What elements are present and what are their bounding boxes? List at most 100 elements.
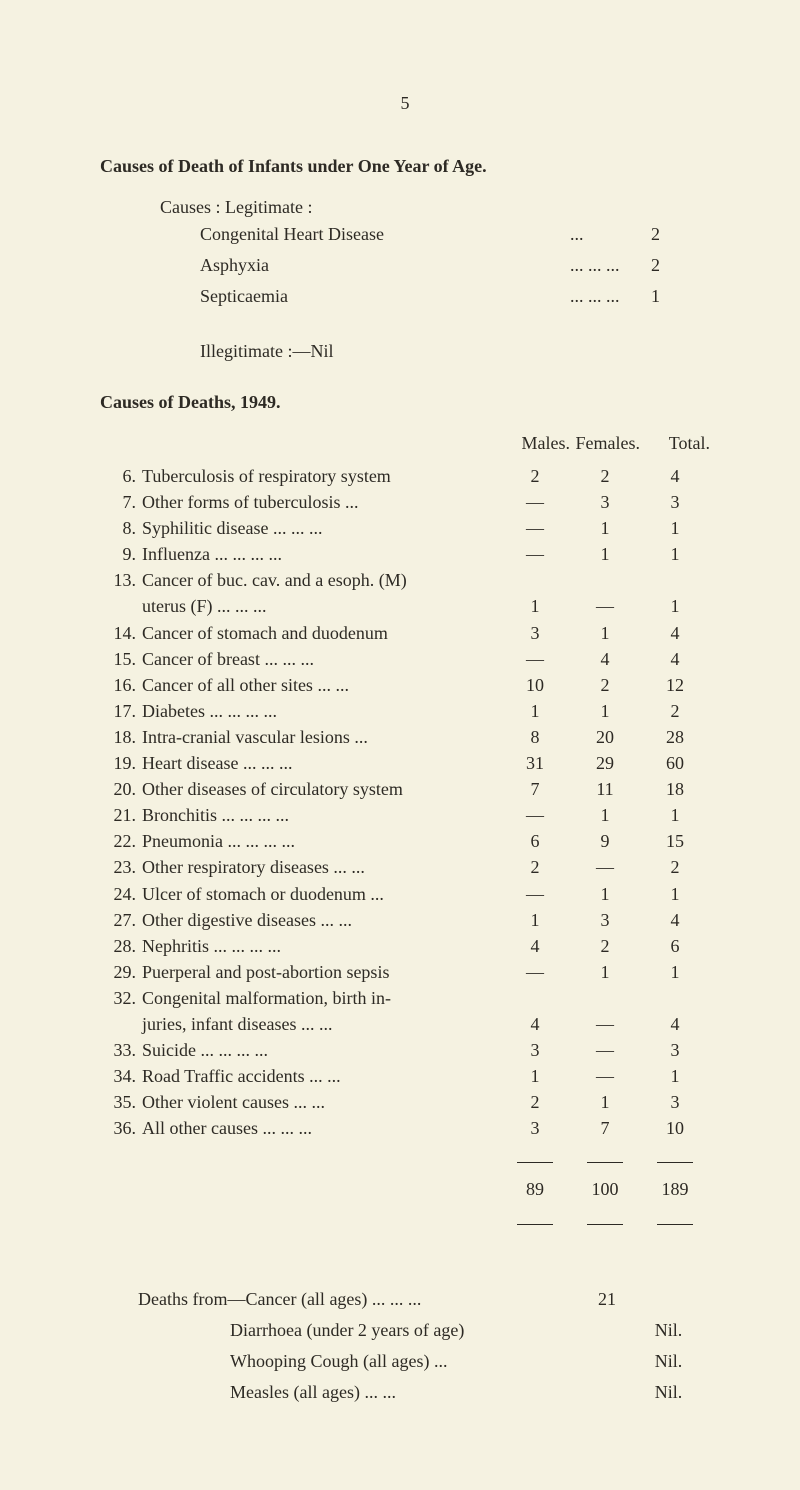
table-row: 33.Suicide ... ... ... ...3—3 <box>100 1037 710 1063</box>
row-label: Ulcer of stomach or duodenum ... <box>142 881 500 907</box>
cell-females: — <box>570 1037 640 1063</box>
row-number: 36. <box>100 1115 142 1141</box>
cell-females: 7 <box>570 1115 640 1141</box>
dots: ... ... ... <box>570 283 620 310</box>
total-total: 189 <box>640 1176 710 1202</box>
cell-females: — <box>570 1063 640 1089</box>
infant-cause-label: Asphyxia <box>100 252 570 279</box>
infant-cause-count: 2 <box>620 252 710 279</box>
cell-females: 9 <box>570 828 640 854</box>
row-number: 29. <box>100 959 142 985</box>
rule-row <box>100 1141 710 1176</box>
rule-row <box>100 1203 710 1238</box>
row-label: Intra-cranial vascular lesions ... <box>142 724 500 750</box>
cell-total: 4 <box>640 1011 710 1037</box>
deaths-from-row: Whooping Cough (all ages) ... Nil. <box>100 1348 710 1375</box>
causes-legitimate-label: Causes : Legitimate : <box>160 194 710 221</box>
illegitimate-label: Illegitimate :—Nil <box>200 338 710 365</box>
row-label: Other digestive diseases ... ... <box>142 907 500 933</box>
deaths-from-item: Measles (all ages) ... ... <box>100 1379 635 1406</box>
cell-females: 20 <box>570 724 640 750</box>
cell-males: 8 <box>500 724 570 750</box>
row-number: 6. <box>100 463 142 489</box>
row-label: Heart disease ... ... ... <box>142 750 500 776</box>
infant-cause-row: Asphyxia ... ... ... 2 <box>100 252 710 279</box>
deaths-from-block: Deaths from—Cancer (all ages) ... ... ..… <box>100 1286 710 1406</box>
deaths-from-row: Measles (all ages) ... ... Nil. <box>100 1379 710 1406</box>
cell-females: 2 <box>570 463 640 489</box>
row-label: Other respiratory diseases ... ... <box>142 854 500 880</box>
cell-females: 1 <box>570 620 640 646</box>
cell-males: 1 <box>500 698 570 724</box>
cell-total: 4 <box>640 646 710 672</box>
dots: ... ... ... <box>570 252 620 279</box>
cell-males: 3 <box>500 620 570 646</box>
cell-males: 4 <box>500 1011 570 1037</box>
col-total: Total. <box>640 430 710 457</box>
row-label: Road Traffic accidents ... ... <box>142 1063 500 1089</box>
cell-total: 1 <box>640 1063 710 1089</box>
total-males: 89 <box>500 1176 570 1202</box>
infant-cause-count: 2 <box>620 221 710 248</box>
table-row: 6.Tuberculosis of respiratory system224 <box>100 463 710 489</box>
cell-females: — <box>570 1011 640 1037</box>
cell-females: 29 <box>570 750 640 776</box>
deaths-from-item: Whooping Cough (all ages) ... <box>100 1348 635 1375</box>
row-number: 19. <box>100 750 142 776</box>
deaths-from-value: 21 <box>578 1286 658 1313</box>
cell-total: 2 <box>640 854 710 880</box>
row-number: 22. <box>100 828 142 854</box>
table-row: 13.Cancer of buc. cav. and a esoph. (M) … <box>100 567 710 619</box>
table-row: 17.Diabetes ... ... ... ...112 <box>100 698 710 724</box>
cell-females: — <box>570 593 640 619</box>
deaths-from-label: Deaths from—Cancer (all ages) ... ... ..… <box>100 1286 578 1313</box>
row-label: Other forms of tuberculosis ... <box>142 489 500 515</box>
row-number: 13. <box>100 567 142 619</box>
row-label: Tuberculosis of respiratory system <box>142 463 500 489</box>
table-row: 18.Intra-cranial vascular lesions ...820… <box>100 724 710 750</box>
cell-females: 3 <box>570 907 640 933</box>
row-number: 32. <box>100 985 142 1037</box>
table-row: 7.Other forms of tuberculosis ...—33 <box>100 489 710 515</box>
cell-total: 1 <box>640 515 710 541</box>
cell-females: — <box>570 854 640 880</box>
cell-total: 3 <box>640 1037 710 1063</box>
cell-total: 3 <box>640 489 710 515</box>
row-label: Other diseases of circulatory system <box>142 776 500 802</box>
cell-total: 1 <box>640 802 710 828</box>
cell-males: 2 <box>500 463 570 489</box>
totals-row: 89 100 189 <box>100 1176 710 1202</box>
cell-males: — <box>500 802 570 828</box>
cell-females: 1 <box>570 541 640 567</box>
row-number: 28. <box>100 933 142 959</box>
dots: ... <box>570 221 620 248</box>
cell-males: 4 <box>500 933 570 959</box>
row-label: Suicide ... ... ... ... <box>142 1037 500 1063</box>
cell-total: 2 <box>640 698 710 724</box>
table-row: 23.Other respiratory diseases ... ...2—2 <box>100 854 710 880</box>
table-row: 16.Cancer of all other sites ... ...1021… <box>100 672 710 698</box>
cell-total: 4 <box>640 907 710 933</box>
table-row: 27.Other digestive diseases ... ...134 <box>100 907 710 933</box>
heading-causes-deaths: Causes of Deaths, 1949. <box>100 389 710 416</box>
deaths-from-prefix: Deaths from— <box>138 1289 245 1309</box>
cell-males: 31 <box>500 750 570 776</box>
cell-females: 11 <box>570 776 640 802</box>
cell-total: 1 <box>640 959 710 985</box>
table-row: 14.Cancer of stomach and duodenum314 <box>100 620 710 646</box>
cell-males: — <box>500 881 570 907</box>
cell-males: 2 <box>500 1089 570 1115</box>
col-females: Females. <box>570 430 640 457</box>
table-row: 28.Nephritis ... ... ... ...426 <box>100 933 710 959</box>
row-label: Other violent causes ... ... <box>142 1089 500 1115</box>
infant-cause-row: Septicaemia ... ... ... 1 <box>100 283 710 310</box>
table-row: 24.Ulcer of stomach or duodenum ...—11 <box>100 881 710 907</box>
row-number: 23. <box>100 854 142 880</box>
cell-males: — <box>500 541 570 567</box>
infant-cause-row: Congenital Heart Disease ... 2 <box>100 221 710 248</box>
cell-total: 4 <box>640 620 710 646</box>
cell-total: 6 <box>640 933 710 959</box>
infant-cause-label: Septicaemia <box>100 283 570 310</box>
cell-total: 15 <box>640 828 710 854</box>
cell-females: 1 <box>570 1089 640 1115</box>
